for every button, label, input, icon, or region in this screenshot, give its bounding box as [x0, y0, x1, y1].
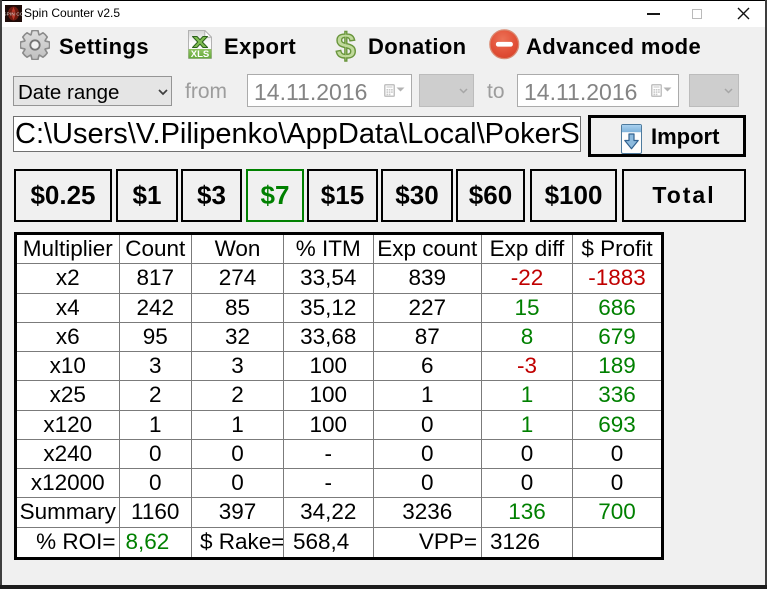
svg-text:SPIN CO: SPIN CO: [5, 12, 22, 17]
svg-text:XLS: XLS: [191, 49, 209, 59]
svg-text:$: $: [336, 30, 356, 64]
